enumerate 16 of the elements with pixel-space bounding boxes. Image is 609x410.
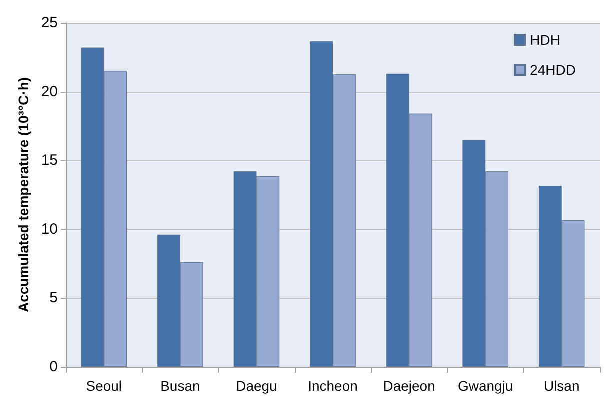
legend-label: 24HDD [530,62,576,78]
x-tick-label: Gwangju [458,378,514,394]
x-tick-label: Daegu [236,378,278,394]
y-tick-label: 20 [41,83,58,100]
x-tick-label: Daejeon [383,378,436,394]
y-tick-label: 5 [50,290,58,307]
x-tick-label: Incheon [308,378,358,394]
x-tick-label: Ulsan [544,378,580,394]
y-axis-title: Accumulated temperature (10³°C·h) [15,77,32,313]
y-tick-label: 10 [41,220,58,238]
legend-label: HDH [530,32,560,48]
y-tick-label: 15 [41,152,58,170]
x-tick-label: Seoul [86,378,122,394]
y-tick-label: 0 [50,358,58,376]
x-tick-label: Busan [160,378,200,394]
y-tick-label: 25 [41,14,58,32]
